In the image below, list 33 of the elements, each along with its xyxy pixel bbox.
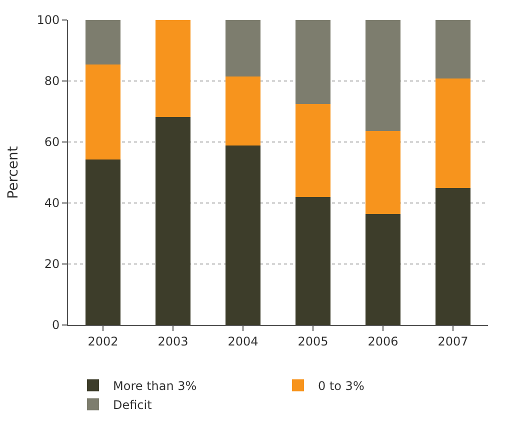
legend-label: 0 to 3% bbox=[318, 378, 364, 393]
bar bbox=[156, 116, 190, 325]
bar bbox=[366, 131, 400, 214]
y-tick-label: 40 bbox=[44, 196, 60, 210]
y-tick-label: 100 bbox=[36, 13, 60, 28]
legend-label: More than 3% bbox=[113, 378, 197, 393]
bar bbox=[156, 20, 190, 117]
bar bbox=[366, 214, 400, 325]
y-tick-label: 80 bbox=[44, 74, 60, 88]
bar bbox=[86, 20, 120, 65]
bar bbox=[436, 188, 470, 325]
bar bbox=[86, 64, 120, 160]
y-tick-label: 0 bbox=[52, 318, 60, 332]
y-tick-label: 20 bbox=[44, 257, 60, 272]
bar bbox=[436, 20, 470, 79]
x-tick-label: 2004 bbox=[228, 334, 258, 348]
bar bbox=[296, 104, 330, 197]
x-tick-label: 2006 bbox=[368, 334, 398, 348]
bar bbox=[226, 145, 260, 325]
x-tick-label: 2002 bbox=[88, 334, 118, 348]
x-tick-label: 2003 bbox=[158, 334, 188, 348]
bar bbox=[366, 20, 400, 132]
bar bbox=[226, 76, 260, 146]
bar bbox=[86, 159, 120, 325]
bar bbox=[436, 78, 470, 188]
bar bbox=[296, 20, 330, 104]
bar bbox=[226, 20, 260, 76]
x-tick-label: 2007 bbox=[438, 334, 468, 348]
bar bbox=[296, 196, 330, 325]
y-axis-title: Percent bbox=[5, 146, 22, 199]
legend-label: Deficit bbox=[113, 398, 152, 412]
y-tick-label: 60 bbox=[44, 135, 60, 150]
x-tick-label: 2005 bbox=[298, 334, 328, 348]
